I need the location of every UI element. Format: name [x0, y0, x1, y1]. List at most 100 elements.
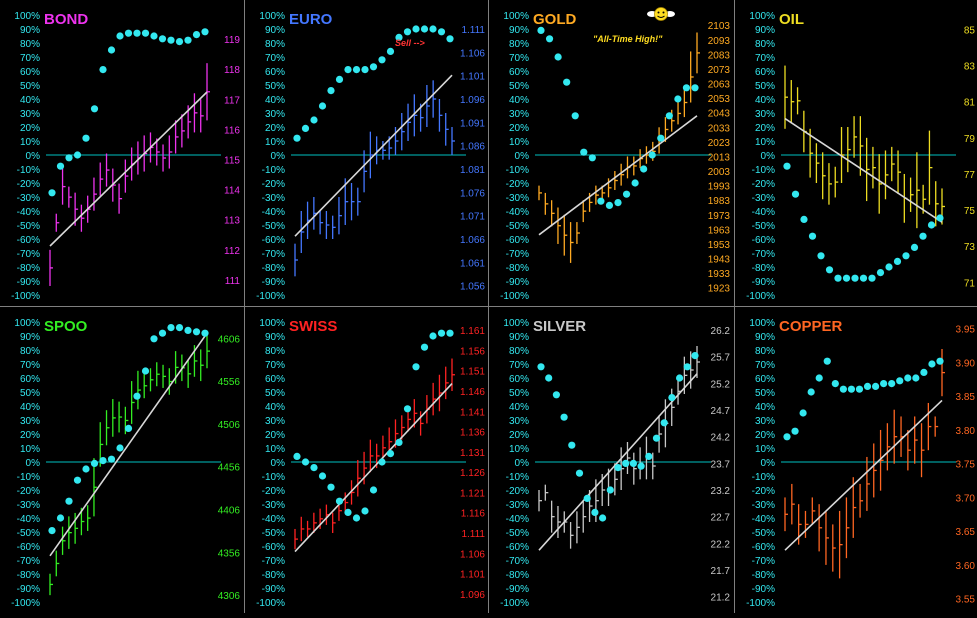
pct-dot: [928, 360, 936, 368]
pct-tick-label: 50%: [509, 388, 529, 399]
pct-tick-label: 60%: [755, 67, 775, 78]
pct-tick-label: -80%: [17, 570, 40, 581]
price-tick-label: 3.70: [956, 493, 976, 504]
price-tick-label: 25.7: [711, 353, 731, 364]
chart-title: GOLD: [533, 11, 576, 28]
pct-dot: [82, 465, 90, 473]
pct-tick-label: -70%: [752, 249, 775, 260]
price-tick-label: 2073: [708, 65, 731, 76]
price-tick-label: 1963: [708, 225, 731, 236]
price-tick-label: 1.131: [460, 448, 485, 459]
pct-dot: [293, 452, 301, 460]
pct-dot: [880, 380, 888, 388]
pct-tick-label: -40%: [17, 514, 40, 525]
pct-dot: [920, 368, 928, 376]
pct-tick-label: -50%: [752, 528, 775, 539]
price-tick-label: 3.65: [956, 527, 976, 538]
pct-dot: [927, 221, 936, 229]
pct-dot: [936, 357, 944, 365]
pct-tick-label: -50%: [17, 221, 40, 232]
trend-line: [784, 399, 943, 551]
pct-dot: [124, 29, 133, 37]
price-tick-label: 113: [224, 216, 240, 227]
pct-dot: [116, 444, 124, 452]
pct-tick-label: 10%: [20, 137, 40, 148]
pct-dot: [403, 405, 412, 413]
pct-dot: [910, 243, 919, 251]
annotation-text: Sell -->: [395, 38, 426, 48]
pct-tick-label: 20%: [265, 123, 285, 134]
pct-tick-label: 30%: [509, 109, 529, 120]
trend-line: [49, 91, 208, 247]
pct-tick-label: -30%: [752, 193, 775, 204]
pct-dot: [800, 215, 808, 223]
pct-dot: [65, 154, 73, 162]
chart-title: BOND: [44, 11, 88, 28]
pct-dot: [834, 274, 842, 282]
price-tick-label: 4356: [218, 548, 241, 559]
pct-dot: [361, 66, 369, 74]
pct-tick-label: -50%: [506, 221, 529, 232]
pct-tick-label: -30%: [506, 500, 529, 511]
pct-tick-label: -100%: [11, 598, 40, 609]
pct-tick-label: -80%: [17, 263, 40, 274]
pct-dot: [676, 374, 684, 382]
pct-dot: [48, 527, 56, 535]
pct-dot: [167, 36, 175, 44]
euro-chart: 100% 90% 80% 70% 60% 50% 40% 30% 20% 10% 0% -10% -20…: [256, 11, 485, 302]
pct-dot: [606, 486, 614, 494]
pct-dot: [65, 497, 73, 505]
pct-tick-label: 10%: [755, 137, 775, 148]
pct-tick-label: -100%: [11, 291, 40, 302]
price-tick-label: 4556: [218, 377, 241, 388]
pct-dot: [896, 377, 904, 385]
pct-tick-label: -70%: [506, 249, 529, 260]
gold-panel: 100% 90% 80% 70% 60% 50% 40% 30% 20% 10% 0% -10% -20…: [489, 0, 734, 306]
price-tick-label: 115: [224, 156, 240, 167]
pct-tick-label: -20%: [506, 179, 529, 190]
silver-chart: 100% 90% 80% 70% 60% 50% 40% 30% 20% 10% 0% -10% -20…: [500, 318, 731, 609]
pct-tick-label: 30%: [265, 416, 285, 427]
price-tick-label: 2003: [708, 167, 731, 178]
pct-dot: [429, 25, 437, 33]
pct-dot: [807, 388, 815, 396]
pct-dot: [412, 363, 420, 371]
pct-dot: [352, 514, 361, 522]
chart-title: SWISS: [289, 318, 337, 335]
price-tick-label: 1.101: [460, 72, 485, 83]
price-tick-label: 2093: [708, 36, 731, 47]
pct-tick-label: 40%: [265, 402, 285, 413]
pct-tick-label: -60%: [506, 235, 529, 246]
pct-tick-label: 60%: [509, 374, 529, 385]
price-tick-label: 75: [964, 206, 976, 217]
pct-dot: [420, 343, 429, 351]
pct-tick-label: -50%: [262, 221, 285, 232]
pct-dot: [831, 380, 839, 388]
price-tick-label: 1.081: [460, 165, 485, 176]
pct-dot: [823, 357, 831, 365]
pct-tick-label: 70%: [509, 53, 529, 64]
bond-chart: 100% 90% 80% 70% 60% 50% 40% 30% 20% 10% 0% -10% -20…: [11, 11, 240, 302]
pct-dot: [116, 32, 124, 40]
price-tick-label: 1.106: [460, 549, 485, 560]
trend-line: [294, 74, 453, 237]
pct-tick-label: 0%: [26, 458, 41, 469]
price-tick-label: 1953: [708, 240, 731, 251]
price-tick-label: 2043: [708, 109, 731, 120]
pct-tick-label: 70%: [265, 53, 285, 64]
pct-dot: [395, 33, 403, 42]
pct-dot: [361, 507, 369, 515]
pct-dot: [99, 66, 107, 74]
chart-title: SPOO: [44, 318, 88, 335]
price-tick-label: 2103: [708, 21, 731, 32]
pct-tick-label: 100%: [14, 11, 40, 22]
price-tick-label: 1.096: [460, 95, 485, 106]
chart-title: COPPER: [779, 318, 843, 335]
price-tick-label: 85: [964, 25, 976, 36]
pct-dot: [537, 363, 545, 371]
pct-dot: [783, 162, 791, 170]
pct-tick-label: 30%: [509, 416, 529, 427]
pct-tick-label: -80%: [506, 570, 529, 581]
pct-dot: [622, 190, 631, 198]
pct-tick-label: 50%: [265, 81, 285, 92]
